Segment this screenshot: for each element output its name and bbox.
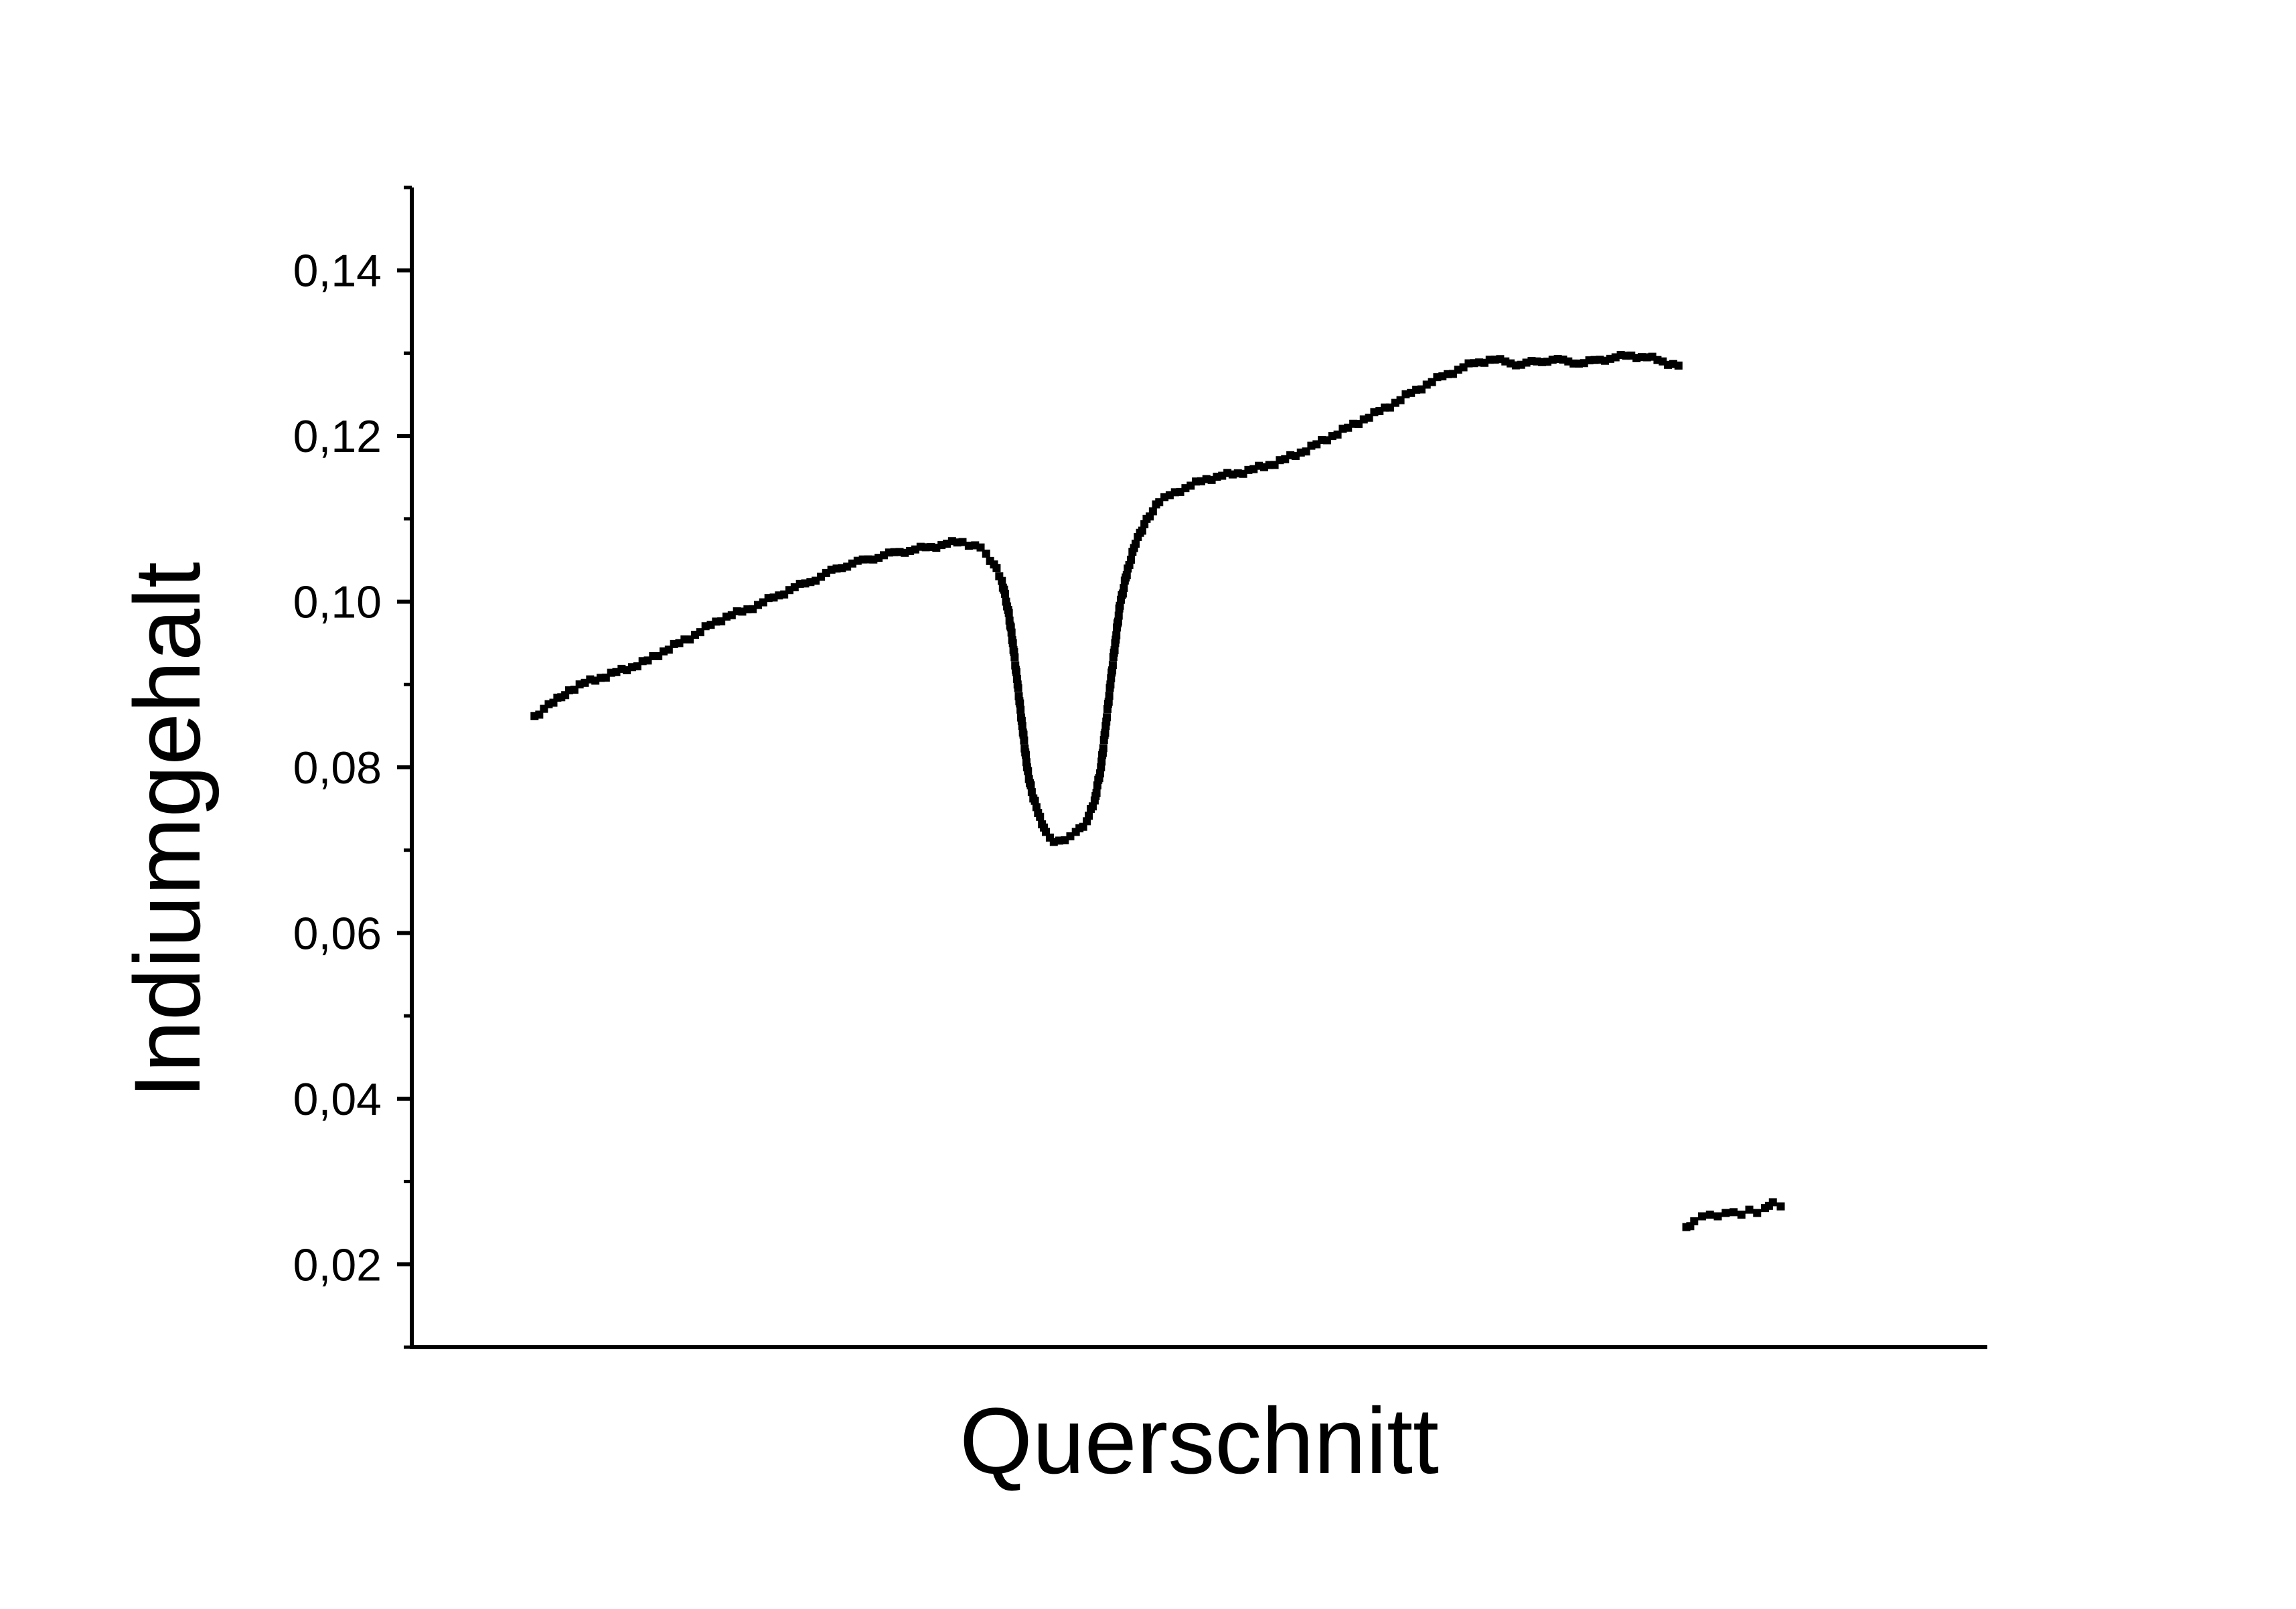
data-point [1753, 1209, 1762, 1217]
data-point [1721, 1209, 1730, 1217]
data-point [1004, 609, 1013, 617]
data-point [1092, 789, 1101, 797]
data-point [1020, 736, 1028, 745]
data-point [1737, 1211, 1746, 1219]
data-point [1698, 1212, 1706, 1221]
data-point [982, 549, 990, 558]
data-point [1122, 571, 1131, 580]
y-tick-label: 0,06 [293, 908, 382, 959]
data-series [530, 350, 1785, 1231]
data-point [1713, 1212, 1722, 1221]
data-point [1126, 555, 1135, 564]
data-point [1690, 1217, 1699, 1225]
data-point [1026, 781, 1035, 789]
data-point [1705, 1211, 1714, 1219]
data-point [1030, 796, 1039, 805]
data-point [1010, 653, 1019, 662]
data-point [1370, 408, 1379, 416]
data-point [1008, 639, 1017, 647]
data-point [1745, 1205, 1754, 1214]
y-tick-label: 0,08 [293, 743, 382, 793]
data-point [958, 538, 967, 546]
data-point [1022, 751, 1030, 759]
data-point [1776, 1202, 1785, 1211]
data-point [1114, 611, 1123, 620]
data-point [1138, 526, 1146, 535]
data-point [1085, 812, 1093, 820]
series-1 [530, 350, 1683, 846]
data-point [1097, 757, 1106, 766]
y-tick-label: 0,14 [293, 246, 382, 297]
data-point [1012, 668, 1020, 676]
data-point [976, 543, 985, 552]
data-point [1099, 744, 1107, 753]
data-point [998, 577, 1006, 585]
data-point [1106, 680, 1115, 689]
data-point [1103, 713, 1112, 722]
data-point [964, 541, 973, 550]
data-point [1110, 646, 1119, 655]
data-point [1095, 769, 1104, 778]
data-point [1768, 1198, 1777, 1207]
data-point [1108, 661, 1117, 670]
data-point [1027, 788, 1036, 797]
y-axis-title: Indiumgehalt [114, 562, 220, 1099]
data-point [1148, 507, 1157, 516]
series-2 [1682, 1198, 1785, 1231]
data-point [1116, 601, 1124, 610]
y-tick-label: 0,02 [293, 1239, 382, 1290]
data-point [1018, 722, 1026, 731]
data-point [1674, 361, 1683, 370]
data-point [1016, 705, 1025, 714]
y-tick-label: 0,12 [293, 411, 382, 462]
y-tick-label: 0,10 [293, 577, 382, 628]
data-point [1000, 589, 1009, 598]
data-point [992, 564, 1001, 572]
data-point [1101, 729, 1109, 737]
y-tick-label: 0,04 [293, 1074, 382, 1125]
data-point [1112, 631, 1121, 639]
data-point [1024, 767, 1032, 775]
data-point [1120, 584, 1128, 593]
data-point [1132, 539, 1140, 548]
data-point [1016, 699, 1024, 708]
data-point [1105, 692, 1114, 700]
x-axis-title: Querschnitt [960, 1388, 1439, 1493]
data-point [1036, 812, 1045, 821]
y-ticks: 0,02 0,04 0,06 0,08 0,10 0,12 0,14 [293, 185, 412, 1349]
data-point [1730, 1208, 1738, 1217]
data-point [1007, 628, 1016, 637]
data-point [1014, 684, 1022, 692]
data-point [680, 635, 689, 643]
axes [410, 187, 1987, 1349]
